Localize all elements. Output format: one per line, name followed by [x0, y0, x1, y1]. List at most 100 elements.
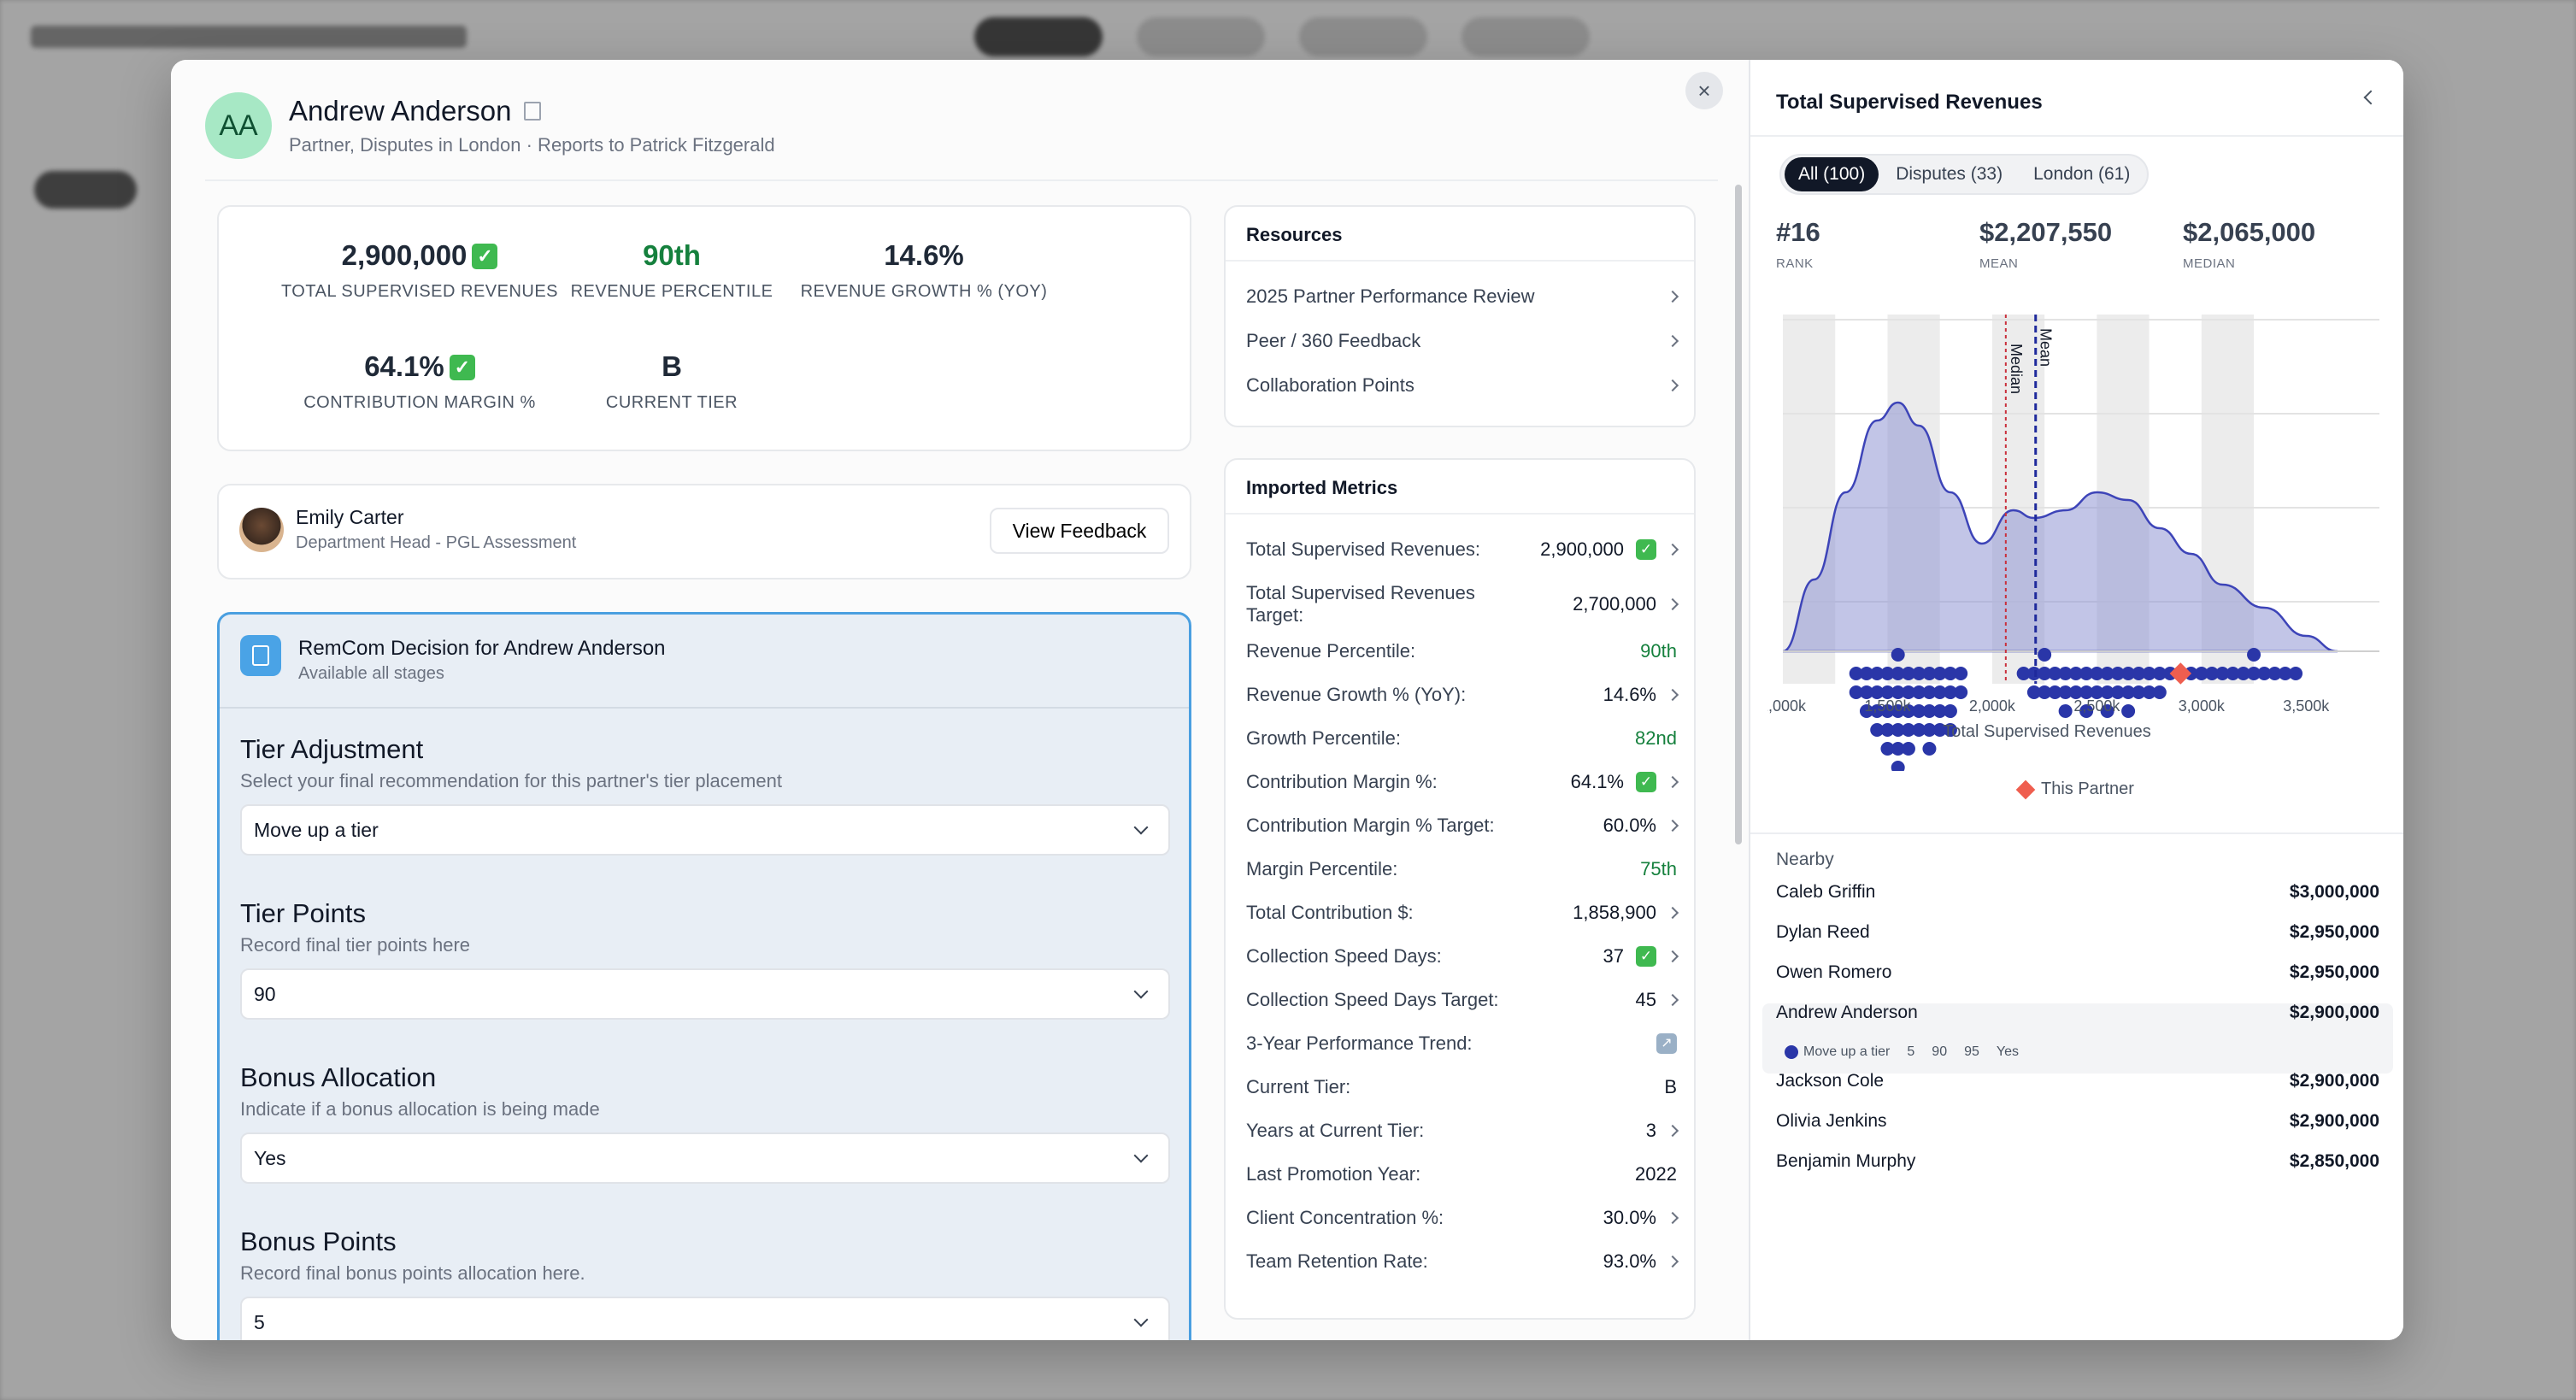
metric-label: Contribution Margin % Target:: [1246, 815, 1495, 836]
field-select-value: Move up a tier: [254, 818, 379, 841]
resource-link[interactable]: Peer / 360 Feedback: [1246, 330, 1679, 352]
chevron-right-icon: [1666, 334, 1679, 348]
density-area: [1782, 401, 2338, 653]
metric-label: Revenue Growth % (YoY):: [1246, 684, 1467, 705]
metric-row[interactable]: Total Supervised Revenues: 2,900,000 ✓: [1246, 538, 1679, 561]
chevron-right-icon: [1666, 819, 1679, 832]
metric-row[interactable]: Total Supervised Revenues Target: 2,700,0…: [1246, 582, 1679, 626]
nearby-row[interactable]: Olivia Jenkins $2,900,000: [1776, 1111, 2379, 1132]
metric-row[interactable]: Client Concentration %: 30.0%: [1246, 1207, 1679, 1229]
nearby-value: $3,000,000: [2289, 882, 2379, 902]
field-select-value: 5: [254, 1310, 265, 1333]
data-point: [1922, 742, 1937, 756]
kpi-item: $2,065,000 MEDIAN: [2183, 217, 2315, 271]
avatar: AA: [205, 92, 272, 159]
data-point: [2132, 667, 2146, 680]
stat-label: CURRENT TIER: [605, 393, 738, 412]
chevron-down-icon: [1133, 820, 1149, 835]
metric-row[interactable]: Collection Speed Days Target: 45: [1246, 989, 1679, 1011]
metric-row: Revenue Percentile: 90th: [1246, 640, 1677, 662]
data-point: [1859, 704, 1873, 718]
metric-row: 3-Year Performance Trend: ↗: [1246, 1032, 1677, 1055]
scrollbar[interactable]: [1735, 185, 1742, 844]
metric-row[interactable]: Contribution Margin % Target: 60.0%: [1246, 815, 1679, 837]
data-point: [2142, 685, 2156, 699]
stat-label: TOTAL SUPERVISED REVENUES: [280, 282, 559, 301]
metric-row[interactable]: Team Retention Rate: 93.0%: [1246, 1250, 1679, 1273]
chevron-left-icon[interactable]: [2363, 90, 2379, 105]
metric-label: Total Supervised Revenues Target:: [1246, 582, 1475, 626]
nearby-row[interactable]: Dylan Reed $2,950,000: [1776, 922, 2379, 943]
close-button[interactable]: ×: [1685, 72, 1723, 109]
x-tick-label: 1,500k: [1864, 697, 1911, 715]
median-label: Median: [2008, 344, 2025, 394]
metric-row[interactable]: Contribution Margin %: 64.1% ✓: [1246, 771, 1679, 793]
data-point: [1912, 667, 1926, 680]
chevron-right-icon: [1666, 906, 1679, 920]
nearby-row[interactable]: Andrew Anderson $2,900,000: [1776, 1003, 2379, 1023]
metric-row[interactable]: Years at Current Tier: 3: [1246, 1120, 1679, 1142]
stat-value: 2,900,000 ✓: [257, 239, 582, 272]
imported-metrics-card: Imported Metrics Total Supervised Revenu…: [1224, 458, 1696, 1320]
nearby-name: Jackson Cole: [1776, 1071, 1885, 1091]
data-point: [1932, 667, 1947, 680]
nearby-value: $2,900,000: [2289, 1003, 2379, 1022]
data-point: [2100, 667, 2114, 680]
data-point: [1943, 667, 1957, 680]
stat-value-text: 14.6%: [884, 239, 964, 271]
metric-value: 37 ✓: [1603, 945, 1679, 968]
field-title: Tier Points: [240, 898, 367, 928]
field-title: Bonus Points: [240, 1226, 397, 1256]
data-point: [1880, 704, 1895, 718]
x-tick-label: 3,500k: [2283, 697, 2330, 715]
metric-value-text: B: [1664, 1076, 1677, 1097]
data-point: [2038, 685, 2052, 699]
nearby-value: $2,950,000: [2289, 922, 2379, 942]
segment-tab[interactable]: Disputes (33): [1896, 164, 2003, 184]
flag-icon[interactable]: [523, 102, 541, 121]
data-point: [1870, 685, 1885, 699]
segment-tab[interactable]: All (100): [1785, 157, 1879, 191]
metric-value-text: 93.0%: [1603, 1250, 1656, 1272]
nearby-name: Dylan Reed: [1776, 922, 1870, 942]
nearby-tags: Move up a tier 5 90 95 Yes: [1785, 1044, 2019, 1060]
stat-item: 14.6% REVENUE GROWTH % (YOY): [762, 239, 1086, 302]
nearby-row[interactable]: Benjamin Murphy $2,850,000: [1776, 1151, 2379, 1172]
data-point: [2121, 667, 2136, 680]
metric-row[interactable]: Total Contribution $: 1,858,900: [1246, 902, 1679, 924]
resource-link[interactable]: Collaboration Points: [1246, 374, 1679, 397]
data-point: [1891, 761, 1905, 771]
remcom-field: Bonus Allocation Indicate if a bonus allo…: [240, 1062, 1170, 1184]
check-icon: ✓: [1636, 539, 1656, 560]
field-select-value: Yes: [254, 1146, 286, 1169]
partner-name: Andrew Anderson: [289, 95, 512, 126]
nearby-tag: Yes: [1996, 1044, 2019, 1059]
field-select[interactable]: Move up a tier: [240, 804, 1170, 856]
view-feedback-button[interactable]: View Feedback: [990, 508, 1169, 554]
panel-title: Total Supervised Revenues: [1776, 91, 2043, 114]
kpi-value: $2,207,550: [1979, 217, 2113, 247]
remcom-field: Tier Points Record final tier points here…: [240, 898, 1170, 1020]
nearby-row[interactable]: Caleb Griffin $3,000,000: [1776, 882, 2379, 903]
field-select[interactable]: 5: [240, 1297, 1170, 1340]
metric-label: Current Tier:: [1246, 1076, 1351, 1097]
resource-label: 2025 Partner Performance Review: [1246, 285, 1535, 307]
segment-tab[interactable]: London (61): [2033, 164, 2131, 184]
metric-row[interactable]: Collection Speed Days: 37 ✓: [1246, 945, 1679, 968]
data-point: [2110, 667, 2125, 680]
stat-value-text: B: [662, 350, 682, 382]
assessor-name: Emily Carter: [296, 506, 404, 528]
field-select[interactable]: Yes: [240, 1132, 1170, 1184]
nearby-row[interactable]: Owen Romero $2,950,000: [1776, 962, 2379, 983]
nearby-row[interactable]: Jackson Cole $2,900,000: [1776, 1071, 2379, 1091]
data-point: [1891, 723, 1905, 737]
field-help: Indicate if a bonus allocation is being …: [240, 1098, 600, 1120]
resource-link[interactable]: 2025 Partner Performance Review: [1246, 285, 1679, 308]
data-point: [1870, 704, 1885, 718]
legend-label: This Partner: [2041, 779, 2134, 798]
chevron-down-icon: [1133, 1312, 1149, 1327]
distribution-chart[interactable]: Median Mean 1,000k 1,500k 2,000k 2,500k 3,000k…: [1767, 309, 2388, 771]
field-select[interactable]: 90: [240, 968, 1170, 1020]
metric-row[interactable]: Revenue Growth % (YoY): 14.6%: [1246, 684, 1679, 706]
data-point: [1932, 723, 1947, 737]
